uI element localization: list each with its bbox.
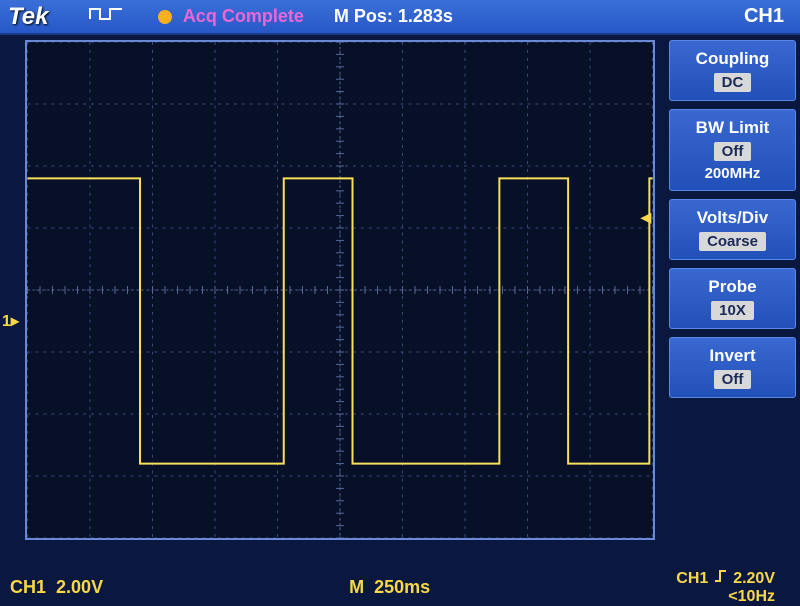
menu-value: Off: [714, 142, 752, 161]
scope-screen: ◂: [25, 40, 655, 540]
trig-channel: CH1: [676, 570, 708, 587]
scope-svg: [27, 42, 653, 538]
rising-edge-icon: [713, 569, 729, 588]
acq-status-text: Acq Complete: [183, 6, 304, 26]
menu-probe[interactable]: Probe 10X: [669, 268, 796, 329]
trigger-info: CH1 2.20V <10Hz: [676, 569, 775, 606]
bottom-bar: CH1 2.00V M 250ms CH1 2.20V <10Hz: [0, 570, 800, 605]
ch1-scale: CH1 2.00V: [10, 577, 103, 598]
menu-label: Probe: [708, 277, 756, 297]
menu-bw-limit[interactable]: BW Limit Off 200MHz: [669, 109, 796, 191]
menu-label: Volts/Div: [697, 208, 768, 228]
ch1-ground-marker: 1▸: [2, 311, 19, 331]
time-label: M: [349, 577, 364, 597]
menu-label: Invert: [709, 346, 755, 366]
acq-dot-icon: [158, 10, 172, 24]
menu-value: Off: [714, 370, 752, 389]
mpos-label: M Pos:: [334, 6, 393, 26]
trig-level: 2.20V: [733, 570, 775, 587]
m-position: M Pos: 1.283s: [334, 6, 453, 27]
mpos-value: 1.283s: [398, 6, 453, 26]
trig-freq: <10Hz: [728, 588, 775, 606]
menu-subtext: 200MHz: [705, 165, 761, 182]
side-menu: Coupling DC BW Limit Off 200MHz Volts/Di…: [665, 35, 800, 570]
ch-scale-value: 2.00V: [56, 577, 103, 597]
time-scale-value: 250ms: [374, 577, 430, 597]
active-channel: CH1: [744, 5, 784, 28]
acq-status: Acq Complete: [158, 6, 333, 27]
menu-value: DC: [714, 73, 752, 92]
waveform-type-icon: [88, 5, 128, 28]
trigger-level-marker: ◂: [641, 205, 651, 230]
menu-value: 10X: [711, 301, 754, 320]
menu-coupling[interactable]: Coupling DC: [669, 40, 796, 101]
menu-invert[interactable]: Invert Off: [669, 337, 796, 398]
scope-container: 1▸ ◂: [0, 35, 665, 570]
menu-value: Coarse: [699, 232, 766, 251]
menu-label: BW Limit: [696, 118, 770, 138]
menu-label: Coupling: [696, 49, 770, 69]
top-bar: Tek Acq Complete M Pos: 1.283s CH1: [0, 0, 800, 35]
menu-volts-div[interactable]: Volts/Div Coarse: [669, 199, 796, 260]
ch-label: CH1: [10, 577, 46, 597]
brand-logo: Tek: [8, 3, 48, 31]
timebase: M 250ms: [118, 577, 661, 598]
main-area: 1▸ ◂ Coupling DC BW Limit Off 200MHz Vol…: [0, 35, 800, 570]
